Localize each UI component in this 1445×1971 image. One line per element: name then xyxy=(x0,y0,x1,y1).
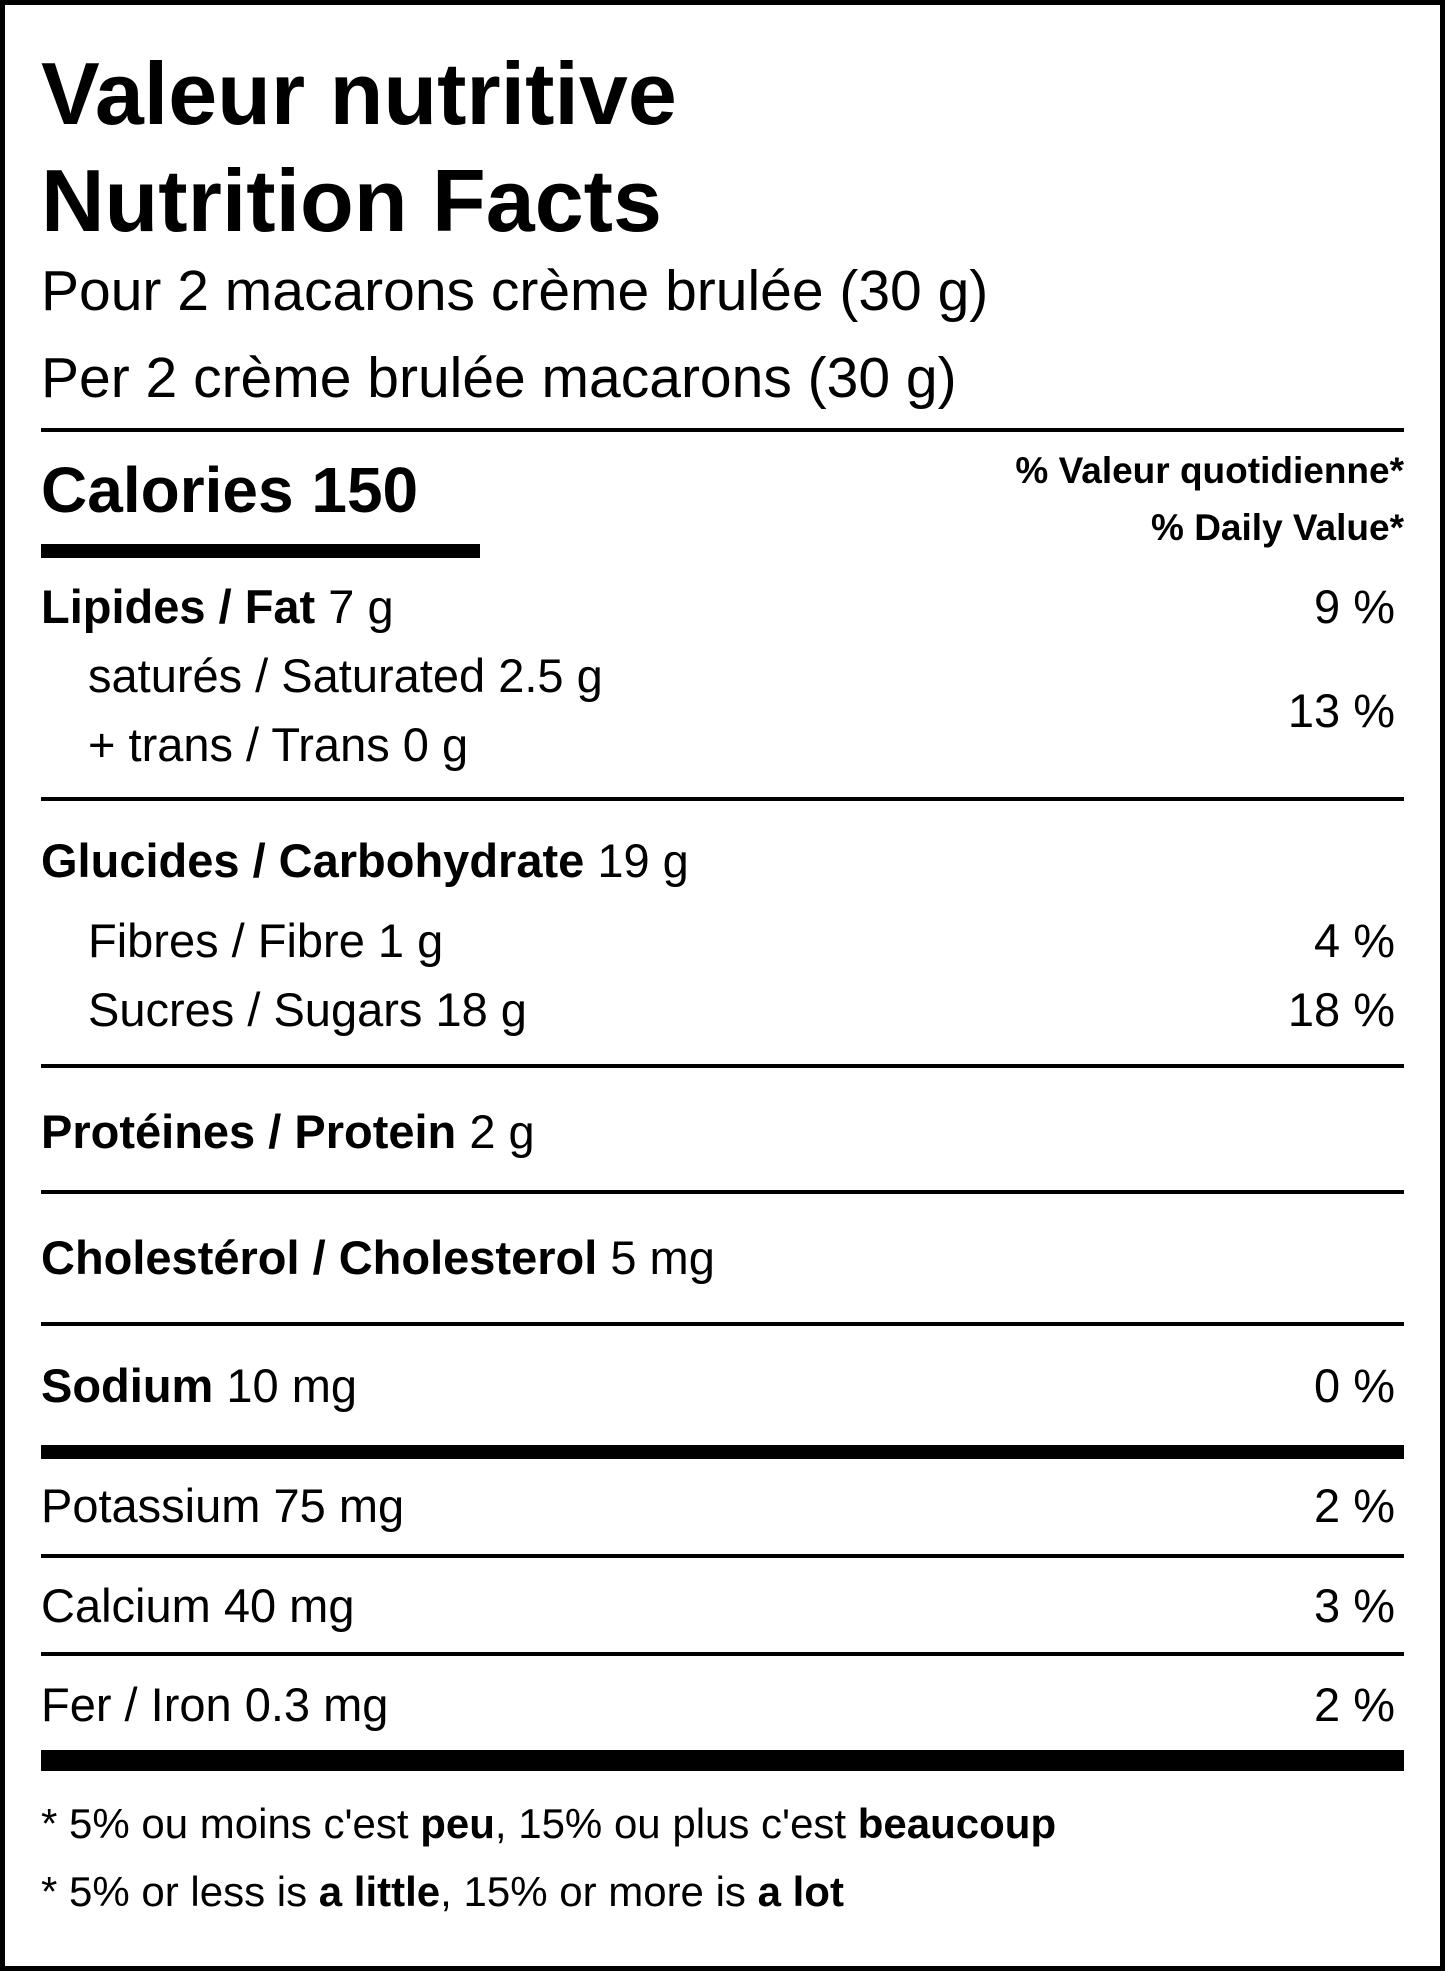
nutrient-dv: 18 % xyxy=(1287,982,1395,1036)
nutrient-row-sugars: Sucres / Sugars 18 g 18 % xyxy=(88,979,1395,1039)
nutrient-row-sodium: Sodium 10 mg 0 % xyxy=(41,1355,1395,1415)
serving-fr: Pour 2 macarons crème brulée (30 g) xyxy=(41,259,989,323)
nutrient-amount: 19 g xyxy=(597,833,689,887)
nutrient-row-calcium: Calcium 40 mg 3 % xyxy=(41,1575,1395,1635)
nutrient-label: Sucres / Sugars xyxy=(88,982,423,1036)
nutrient-row-fibre: Fibres / Fibre 1 g 4 % xyxy=(88,910,1395,970)
footnote-fr: * 5% ou moins c'est peu, 15% ou plus c'e… xyxy=(41,1803,1056,1845)
dv-header-fr: % Valeur quotidienne* xyxy=(1015,450,1404,491)
calories-value: 150 xyxy=(311,454,419,526)
title-en: Nutrition Facts xyxy=(41,151,662,250)
nutrient-amount: 10 mg xyxy=(226,1358,358,1412)
divider xyxy=(41,1064,1404,1068)
nutrient-label: saturés / Saturated xyxy=(88,648,486,702)
footnote-text: * 5% or less is xyxy=(41,1868,319,1915)
nutrient-dv: 4 % xyxy=(1314,913,1395,967)
calories: Calories 150 xyxy=(41,458,418,522)
divider xyxy=(41,797,1404,801)
divider xyxy=(41,1652,1404,1656)
footnote-bold: beaucoup xyxy=(857,1800,1057,1847)
thick-divider xyxy=(41,1750,1404,1771)
nutrient-amount: 2 g xyxy=(469,1104,535,1158)
nutrient-label: Fibres / Fibre xyxy=(88,913,365,967)
nutrient-label: Calcium xyxy=(41,1578,211,1632)
nutrient-amount: 0 g xyxy=(402,717,469,771)
calories-label: Calories xyxy=(41,454,294,526)
title-fr: Valeur nutritive xyxy=(41,44,677,143)
nutrient-dv: 0 % xyxy=(1314,1358,1395,1412)
nutrient-row-cholesterol: Cholestérol / Cholesterol 5 mg xyxy=(41,1227,1395,1287)
nutrient-amount: 40 mg xyxy=(223,1578,355,1632)
divider xyxy=(41,428,1404,432)
nutrient-row-iron: Fer / Iron 0.3 mg 2 % xyxy=(41,1674,1395,1734)
nutrient-label: Fer / Iron xyxy=(41,1677,232,1731)
footnote-en: * 5% or less is a little, 15% or more is… xyxy=(41,1871,844,1913)
nutrient-label: Potassium xyxy=(41,1478,261,1532)
footnote-text: * 5% ou moins c'est xyxy=(41,1800,421,1847)
nutrient-amount: 2.5 g xyxy=(498,648,603,702)
nutrient-row-trans: + trans / Trans 0 g xyxy=(88,714,1395,774)
nutrient-amount: 0.3 mg xyxy=(244,1677,389,1731)
nutrient-row-saturated: saturés / Saturated 2.5 g xyxy=(88,645,1395,705)
nutrient-row-potassium: Potassium 75 mg 2 % xyxy=(41,1475,1395,1535)
nutrient-dv: 3 % xyxy=(1314,1578,1395,1632)
footnote-bold: a little xyxy=(318,1868,441,1915)
dv-header-en: % Daily Value* xyxy=(1151,507,1404,548)
serving-en: Per 2 crème brulée macarons (30 g) xyxy=(41,346,957,410)
nutrient-amount: 5 mg xyxy=(610,1230,715,1284)
nutrient-dv: 2 % xyxy=(1314,1478,1395,1532)
footnote-bold: peu xyxy=(420,1800,495,1847)
nutrient-row-fat: Lipides / Fat 7 g 9 % xyxy=(41,576,1395,636)
nutrient-label: Cholestérol / Cholesterol xyxy=(41,1230,598,1284)
footnote-text: , 15% or more is xyxy=(440,1868,758,1915)
nutrient-row-carbohydrate: Glucides / Carbohydrate 19 g xyxy=(41,830,1395,890)
sat-trans-dv: 13 % xyxy=(1287,684,1395,737)
footnote-bold: a lot xyxy=(757,1868,844,1915)
nutrient-label: Glucides / Carbohydrate xyxy=(41,833,585,887)
nutrient-label: Sodium xyxy=(41,1358,214,1412)
divider xyxy=(41,1190,1404,1194)
thick-divider xyxy=(41,1445,1404,1459)
nutrient-label: Protéines / Protein xyxy=(41,1104,457,1158)
calories-underline xyxy=(41,544,480,558)
nutrient-row-protein: Protéines / Protein 2 g xyxy=(41,1101,1395,1161)
nutrient-amount: 1 g xyxy=(377,913,444,967)
divider xyxy=(41,1554,1404,1558)
footnote-text: , 15% ou plus c'est xyxy=(494,1800,858,1847)
divider xyxy=(41,1322,1404,1326)
nutrient-label: + trans / Trans xyxy=(88,717,390,771)
nutrient-amount: 18 g xyxy=(435,982,527,1036)
nutrient-label: Lipides / Fat xyxy=(41,579,316,633)
nutrient-amount: 7 g xyxy=(328,579,394,633)
nutrient-dv: 9 % xyxy=(1314,579,1395,633)
nutrient-dv: 2 % xyxy=(1314,1677,1395,1731)
nutrient-amount: 75 mg xyxy=(273,1478,405,1532)
